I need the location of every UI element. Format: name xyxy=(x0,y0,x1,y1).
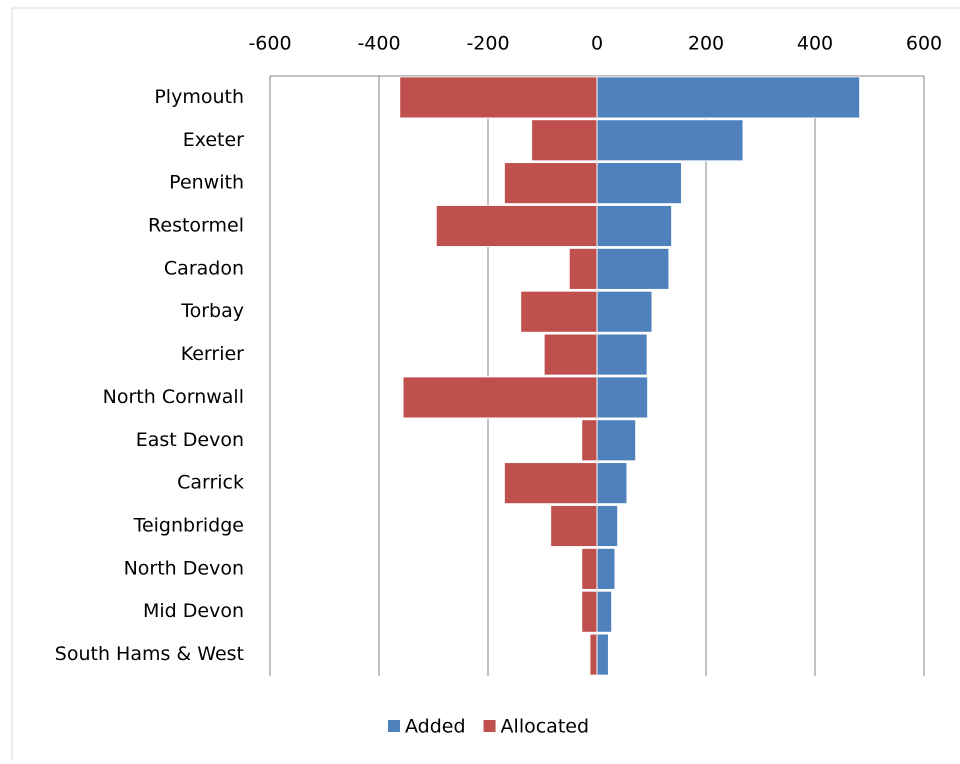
bar xyxy=(581,547,598,590)
bar xyxy=(596,504,619,548)
bar xyxy=(596,419,637,462)
bar xyxy=(550,504,598,548)
y-tick-label: East Devon xyxy=(136,429,244,451)
x-tick-label: 600 xyxy=(906,33,942,55)
x-tick-label: -200 xyxy=(466,33,509,55)
y-tick-label: Torbay xyxy=(180,300,244,322)
legend-label: Added xyxy=(405,716,466,738)
bar xyxy=(596,376,649,419)
y-tick-label: North Devon xyxy=(124,557,244,579)
bar xyxy=(435,204,598,248)
bar xyxy=(596,204,673,248)
y-tick-label: Mid Devon xyxy=(143,600,244,622)
x-tick-label: 200 xyxy=(688,33,724,55)
y-tick-label: North Cornwall xyxy=(103,386,244,408)
bar xyxy=(399,76,598,119)
bar xyxy=(402,376,598,419)
x-tick-label: 0 xyxy=(591,33,603,55)
bar xyxy=(581,419,598,462)
bar xyxy=(531,119,598,162)
y-tick-label: Teignbridge xyxy=(133,515,244,537)
y-tick-label: Carrick xyxy=(177,472,244,494)
bar xyxy=(596,290,653,333)
legend-swatch xyxy=(483,720,496,732)
bar xyxy=(596,119,744,162)
bar xyxy=(596,547,616,590)
x-tick-label: -400 xyxy=(357,33,400,55)
y-tick-label: Plymouth xyxy=(154,86,244,108)
bar xyxy=(589,633,598,676)
legend-swatch xyxy=(388,720,400,732)
y-tick-label: Penwith xyxy=(169,172,244,194)
bar xyxy=(596,76,861,119)
y-tick-label: South Hams & West xyxy=(55,643,244,665)
bar xyxy=(503,162,598,205)
y-tick-label: Restormel xyxy=(148,215,244,237)
bar xyxy=(596,247,670,290)
bar xyxy=(596,590,613,633)
bar xyxy=(543,333,598,376)
y-tick-label: Kerrier xyxy=(181,343,244,365)
bar xyxy=(503,462,598,505)
legend-label: Allocated xyxy=(501,716,589,738)
y-tick-label: Caradon xyxy=(164,257,244,279)
x-tick-label: 400 xyxy=(797,33,833,55)
bar xyxy=(568,247,598,290)
x-tick-label: -600 xyxy=(248,33,291,55)
bar xyxy=(596,462,628,505)
bar xyxy=(596,333,648,376)
bar xyxy=(596,162,682,205)
bar xyxy=(596,633,609,676)
y-tick-label: Exeter xyxy=(183,129,244,151)
bar xyxy=(581,590,598,633)
bar xyxy=(520,290,598,333)
